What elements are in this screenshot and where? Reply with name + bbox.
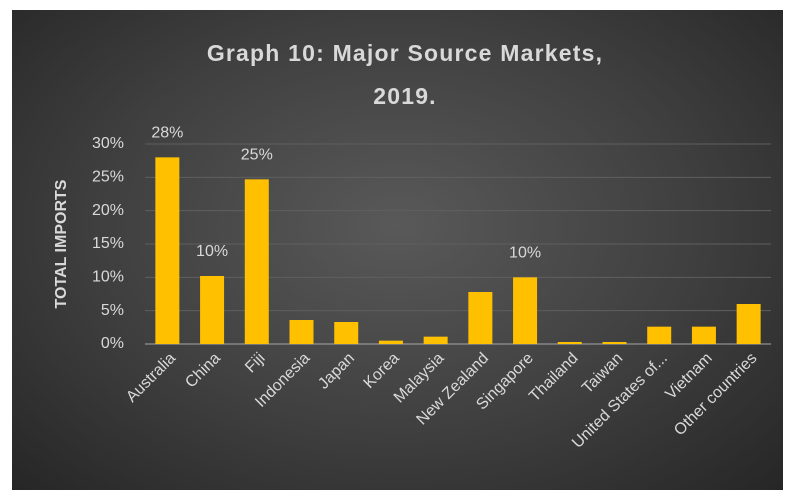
bar (736, 304, 761, 344)
y-tick-label: 0% (101, 335, 124, 352)
x-tick-label: Thailand (526, 350, 581, 405)
x-tick-label: Fiji (242, 350, 268, 376)
x-tick-label: Japan (315, 350, 358, 393)
y-tick-label: 20% (92, 202, 124, 219)
data-label: 28% (151, 125, 183, 142)
chart-background (12, 10, 783, 490)
x-tick-label: Korea (361, 350, 403, 392)
bar (155, 157, 180, 344)
bar (334, 322, 359, 344)
chart-title: Graph 10: Major Source Markets, 2019. (206, 40, 604, 109)
bar (647, 326, 672, 344)
y-tick-label: 5% (101, 302, 124, 319)
x-tick-label: Australia (123, 350, 179, 406)
y-axis-label: TOTAL IMPORTS (53, 179, 70, 308)
y-tick-label: 30% (92, 135, 124, 152)
y-tick-label: 10% (92, 269, 124, 286)
data-label: 10% (509, 245, 541, 262)
bar (289, 320, 314, 344)
bar (602, 342, 627, 344)
bar (557, 342, 582, 344)
x-tick-label: China (182, 350, 224, 392)
bar (513, 277, 538, 344)
bar (200, 276, 225, 344)
data-label: 25% (241, 147, 273, 164)
bar (423, 336, 448, 344)
data-label: 10% (196, 243, 228, 260)
y-tick-label: 25% (92, 169, 124, 186)
bar (378, 340, 403, 344)
bar (244, 179, 269, 344)
x-tick-label: Other countries (671, 350, 760, 439)
y-tick-label: 15% (92, 235, 124, 252)
bar (691, 326, 716, 344)
bar (468, 292, 493, 344)
